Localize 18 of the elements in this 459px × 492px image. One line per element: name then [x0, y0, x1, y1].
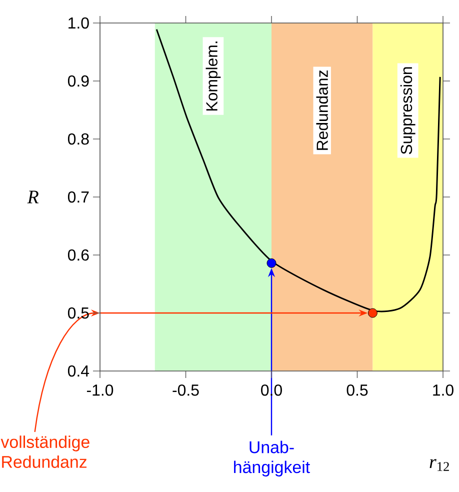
x-tick-label: 1.0	[433, 384, 454, 396]
x-axis-title: r$_{12}$	[430, 459, 449, 471]
x-tick-label: -0.5	[172, 384, 199, 396]
band-label: Redundanz	[316, 70, 328, 150]
y-axis-title: R	[27, 190, 39, 204]
band-label: Suppression	[400, 67, 416, 154]
y-tick-label: 1.0	[68, 17, 89, 29]
y-tick-label: 0.5	[68, 307, 89, 319]
y-tick-label: 0.9	[68, 75, 89, 87]
y-tick-label: 0.4	[68, 365, 90, 377]
x-tick-label: 0.5	[346, 384, 368, 396]
text: Unab- hängigkeit	[234, 440, 310, 477]
y-tick-label: 0.7	[68, 191, 89, 203]
text: vollständige Redundanz	[0, 436, 90, 468]
y-tick-label: 0.8	[68, 133, 89, 145]
x-tick-label: -1.0	[86, 384, 114, 396]
band-label: Komplem.	[206, 42, 221, 111]
y-tick-label: 0.6	[68, 249, 89, 261]
